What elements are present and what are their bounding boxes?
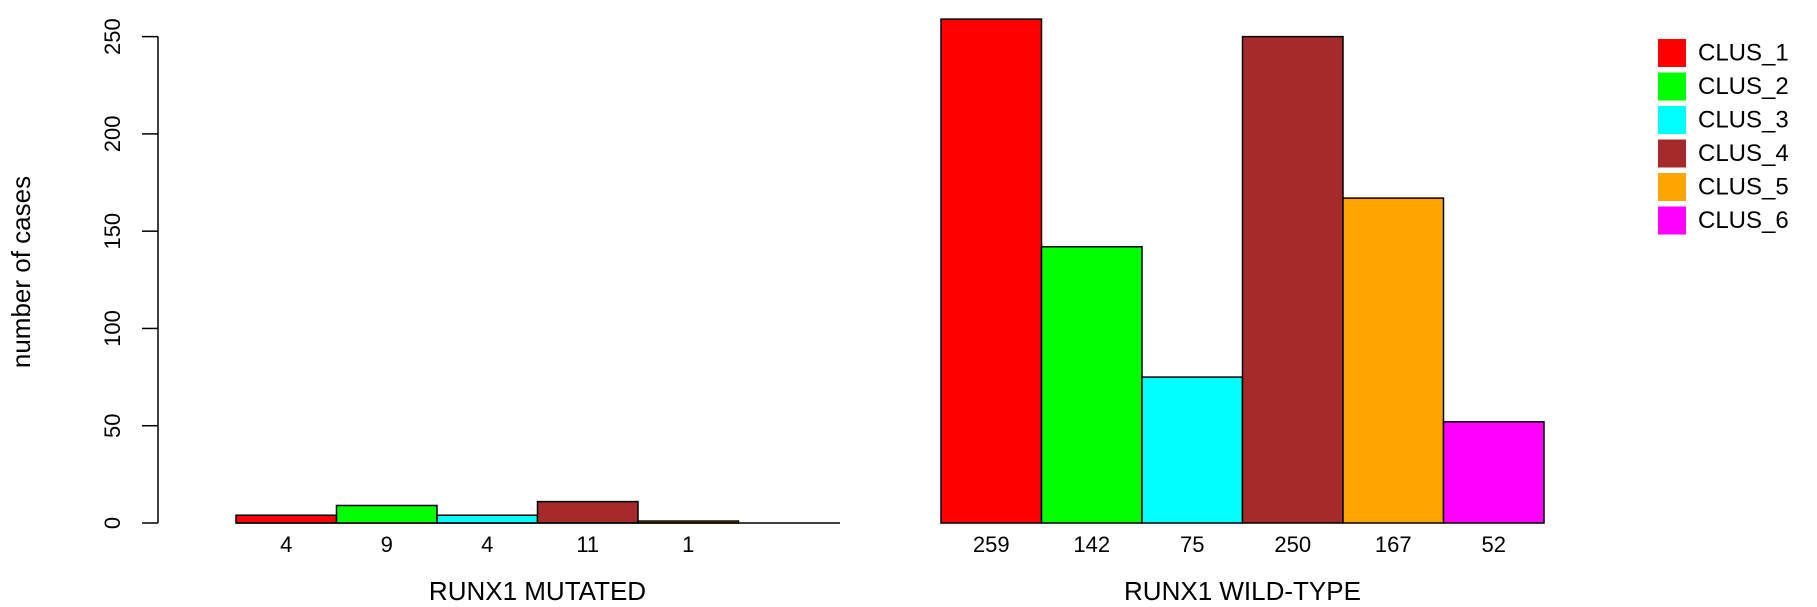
legend-swatch bbox=[1658, 106, 1686, 134]
legend-swatch bbox=[1658, 39, 1686, 67]
bar bbox=[335, 504, 438, 524]
legend-label: CLUS_2 bbox=[1698, 73, 1789, 100]
legend-swatch bbox=[1658, 139, 1686, 168]
bar-value-label: 142 bbox=[1073, 532, 1110, 557]
legend-label: CLUS_5 bbox=[1698, 173, 1789, 200]
bar-value-label: 167 bbox=[1375, 532, 1412, 557]
bar bbox=[940, 18, 1043, 524]
legend-swatch bbox=[1658, 72, 1686, 101]
bar-value-label: 259 bbox=[973, 532, 1010, 557]
y-tick-label: 0 bbox=[100, 517, 125, 529]
y-tick-label: 200 bbox=[100, 116, 125, 153]
y-axis-title: number of cases bbox=[6, 176, 36, 368]
bar-value-label: 4 bbox=[481, 532, 493, 557]
legend: CLUS_1 CLUS_2 CLUS_3 CLUS_4 CLUS_5 CLUS_6 bbox=[1658, 39, 1789, 235]
y-axis: 0 50 100 150 200 250 bbox=[100, 18, 159, 529]
bar bbox=[536, 500, 639, 524]
bar-value-label: 4 bbox=[280, 532, 292, 557]
bar bbox=[1442, 421, 1545, 524]
legend-label: CLUS_4 bbox=[1698, 140, 1789, 167]
bar bbox=[1342, 197, 1445, 524]
bar-value-label: 11 bbox=[576, 532, 599, 557]
x-axis-title: RUNX1 WILD-TYPE bbox=[1124, 576, 1361, 606]
legend-label: CLUS_1 bbox=[1698, 39, 1789, 66]
y-tick-label: 100 bbox=[100, 310, 125, 347]
x-axis-title: RUNX1 MUTATED bbox=[429, 576, 646, 606]
bar bbox=[436, 514, 539, 524]
bar-value-label: 250 bbox=[1274, 532, 1311, 557]
bar-value-label: 75 bbox=[1180, 532, 1204, 557]
legend-swatch bbox=[1658, 206, 1686, 235]
bar bbox=[235, 514, 338, 524]
bar-value-label: 9 bbox=[381, 532, 393, 557]
legend-swatch bbox=[1658, 173, 1686, 201]
legend-label: CLUS_3 bbox=[1698, 106, 1789, 133]
bar bbox=[1040, 245, 1143, 524]
legend-label: CLUS_6 bbox=[1698, 207, 1789, 234]
bar bbox=[1241, 35, 1344, 524]
y-tick-label: 50 bbox=[100, 413, 125, 437]
bar-value-label: 1 bbox=[682, 532, 694, 557]
y-tick-label: 250 bbox=[100, 18, 125, 55]
panel-2: 259 142 75 250 167 52 RUNX1 WILD-TYPE bbox=[940, 18, 1545, 606]
y-tick-label: 150 bbox=[100, 213, 125, 250]
bar bbox=[1141, 376, 1244, 524]
bar-value-label: 52 bbox=[1482, 532, 1506, 557]
